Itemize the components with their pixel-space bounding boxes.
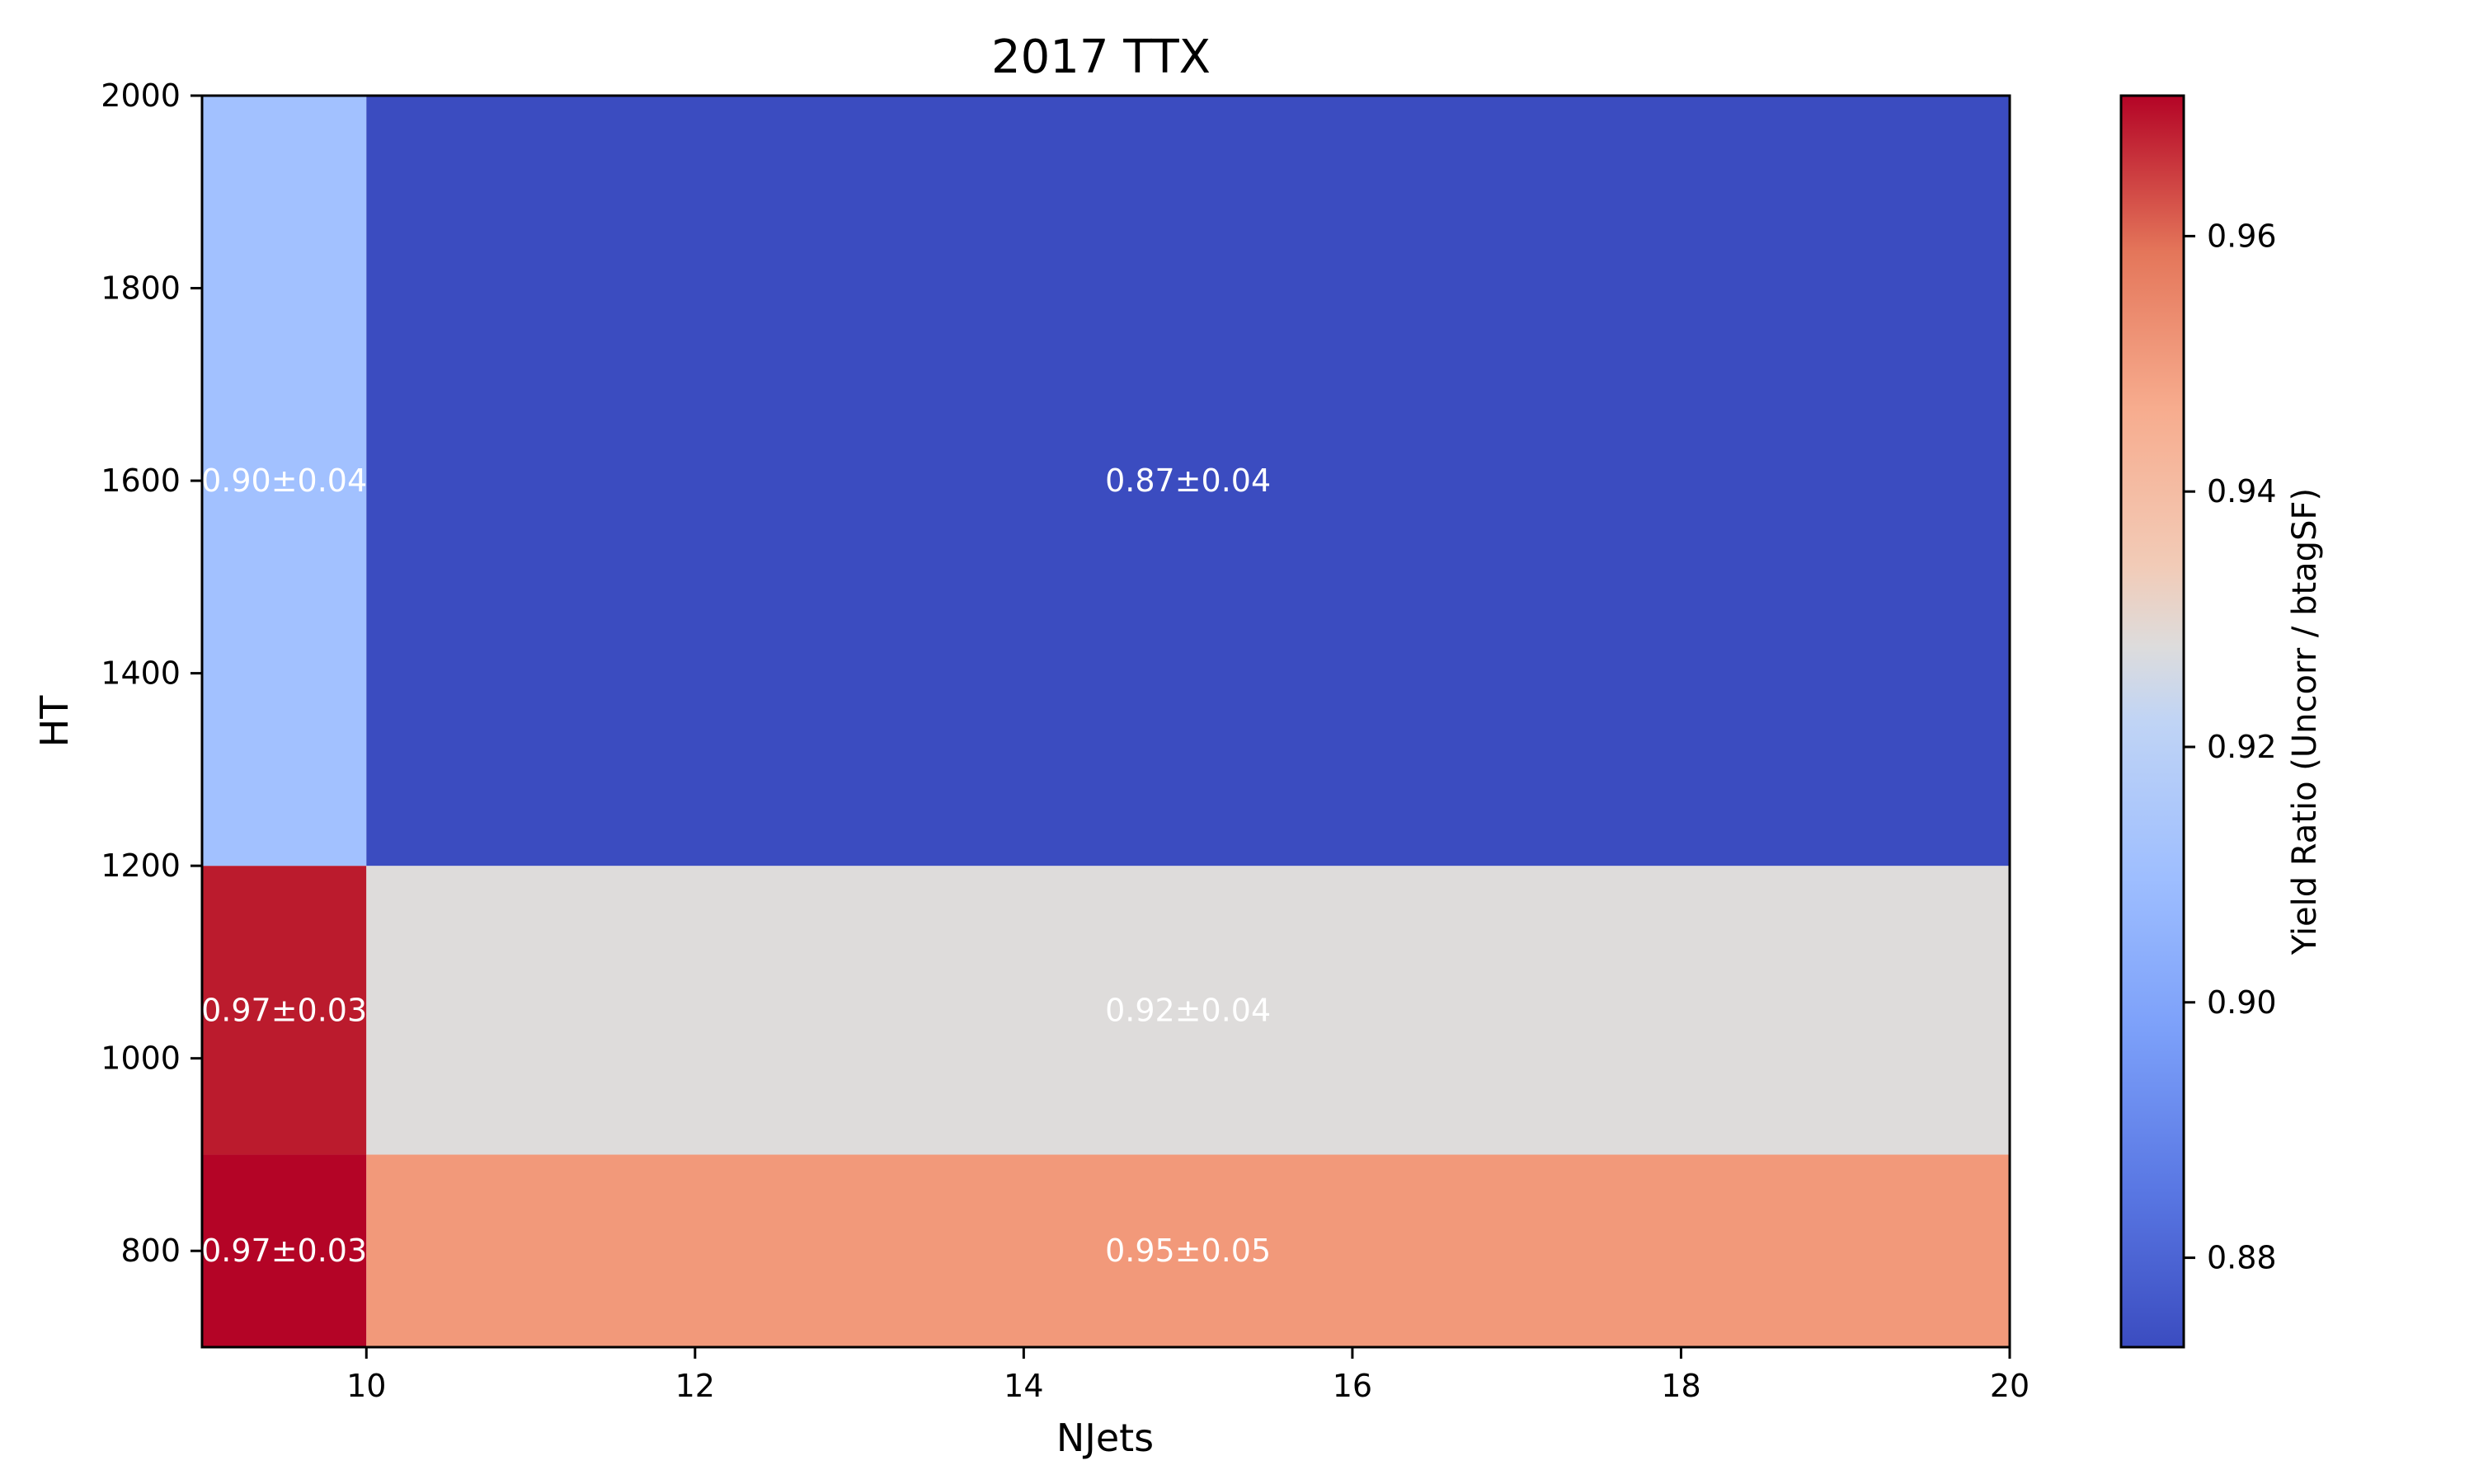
heatmap-cell [366,1154,2011,1347]
colorbar-tick-label: 0.96 [2207,218,2277,254]
heatmap-cell [366,866,2011,1155]
colorbar-tick-label: 0.88 [2207,1240,2277,1276]
x-tick-label: 16 [1333,1368,1372,1404]
heatmap-cell-label: 0.97±0.03 [201,992,367,1028]
y-tick-label: 2000 [101,77,181,114]
heatmap-cells [202,96,2011,1347]
y-tick-label: 1400 [101,655,181,692]
x-tick-label: 20 [1990,1368,2030,1404]
heatmap-cell [366,96,2011,866]
colorbar-tick-label: 0.90 [2207,984,2277,1021]
x-tick-label: 14 [1004,1368,1043,1404]
x-axis-label: NJets [1056,1416,1154,1460]
heatmap-cell-label: 0.90±0.04 [201,463,367,499]
y-axis-ticks: 800 1000 1200 1400 1600 1800 2000 [101,77,202,1269]
heatmap-cell [202,1154,367,1347]
y-axis-label: HT [32,695,77,748]
heatmap-cell-label: 0.97±0.03 [201,1233,367,1269]
heatmap-cell [202,96,367,866]
heatmap-cell-label: 0.92±0.04 [1105,992,1271,1028]
x-tick-label: 18 [1661,1368,1700,1404]
heatmap-cell-label: 0.95±0.05 [1105,1233,1271,1269]
y-tick-label: 1200 [101,848,181,884]
heatmap-cell-labels: 0.97±0.03 0.95±0.05 0.97±0.03 0.92±0.04 0.90… [201,463,1271,1269]
x-tick-label: 10 [346,1368,386,1404]
y-tick-label: 1800 [101,270,181,307]
colorbar-tick-label: 0.92 [2207,729,2277,765]
y-tick-label: 1000 [101,1040,181,1077]
heatmap-cell-label: 0.87±0.04 [1105,463,1271,499]
plot-frame [200,94,2011,1349]
colorbar-ticks: 0.88 0.90 0.92 0.94 0.96 [2184,218,2277,1276]
colorbar [2119,94,2185,1349]
y-tick-label: 800 [120,1233,181,1269]
colorbar-label: Yield Ratio (Uncorr / btagSF) [2286,488,2324,956]
colorbar-tick-label: 0.94 [2207,473,2277,510]
x-axis-ticks: 10 12 14 16 18 20 [346,1347,2030,1404]
x-tick-label: 12 [675,1368,715,1404]
y-tick-label: 1600 [101,463,181,499]
heatmap-cell [202,866,367,1155]
chart-title: 2017 TTX [991,31,1211,84]
